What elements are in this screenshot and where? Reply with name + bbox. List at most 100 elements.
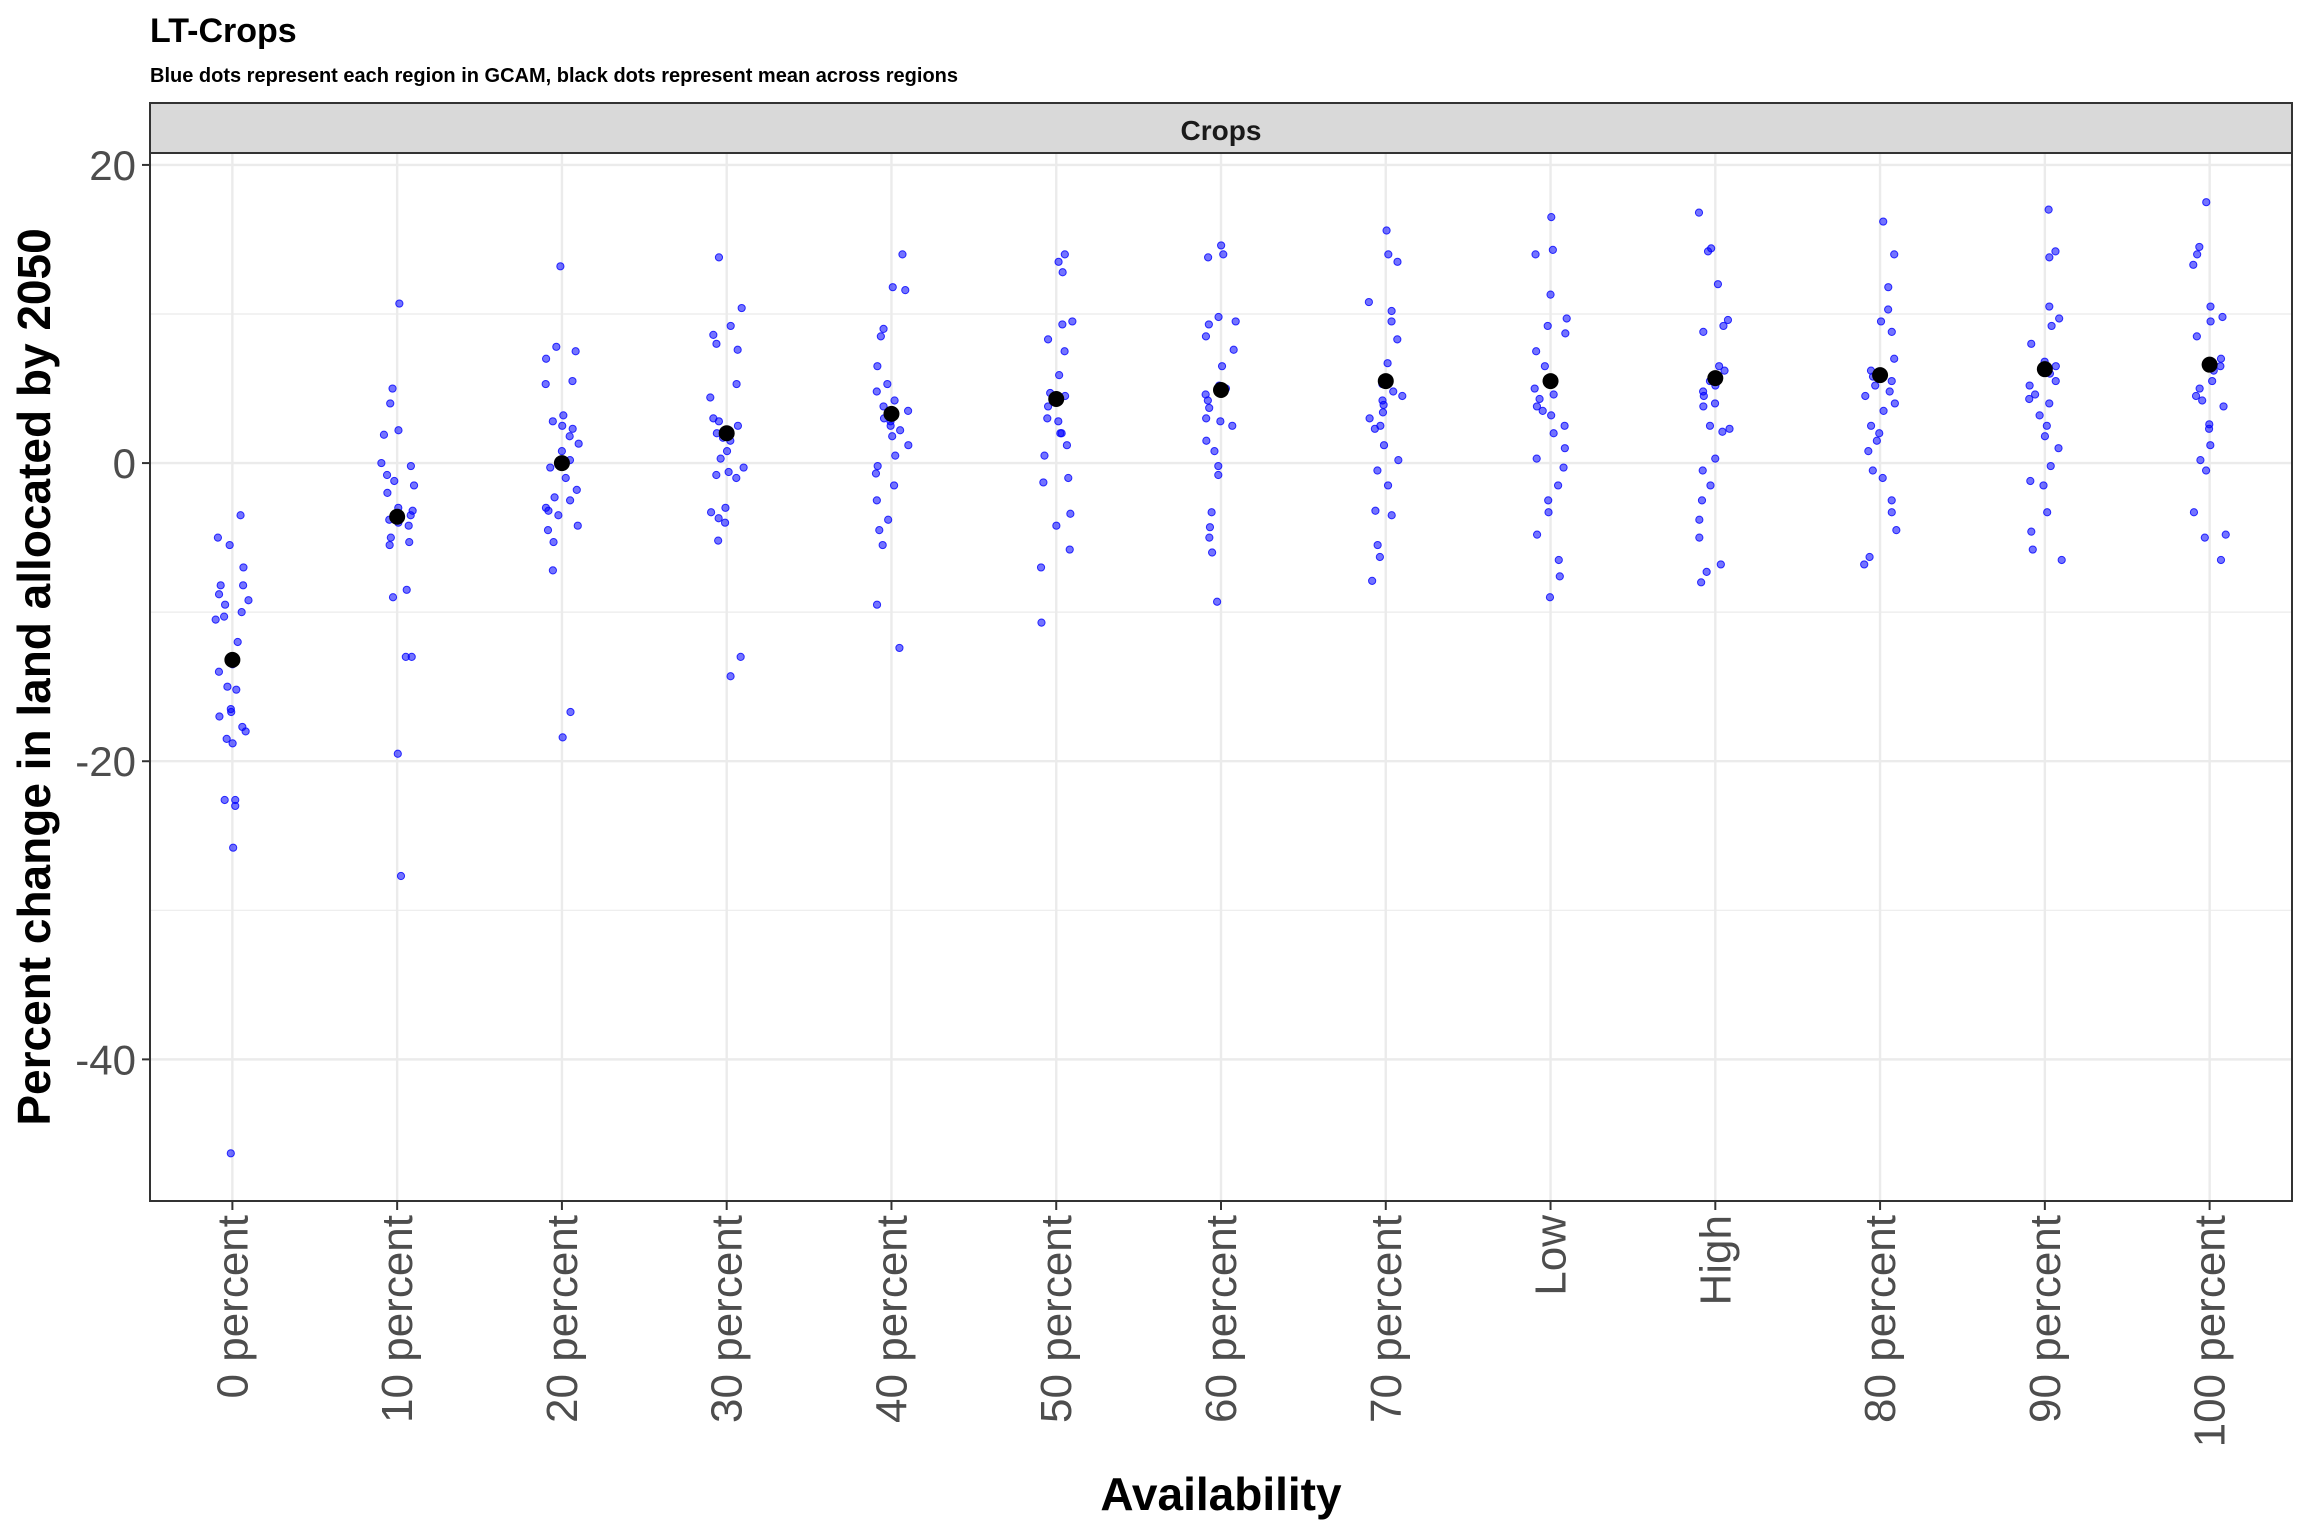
region-point	[884, 515, 893, 524]
region-point	[1723, 315, 1733, 325]
region-point	[572, 485, 581, 495]
region-point	[1719, 321, 1728, 331]
region-point	[706, 393, 715, 402]
region-point	[714, 514, 723, 523]
x-tick-label: 30 percent	[703, 1215, 752, 1423]
region-point	[1698, 466, 1707, 475]
region-point	[732, 473, 741, 483]
region-point	[2051, 247, 2060, 256]
region-point	[1559, 463, 1568, 472]
region-point	[709, 330, 718, 339]
region-point	[2202, 198, 2211, 207]
region-point	[1540, 362, 1549, 371]
region-point	[1887, 496, 1896, 505]
region-point	[1887, 376, 1896, 386]
region-point	[385, 540, 394, 550]
region-point	[214, 667, 224, 676]
region-point	[904, 441, 913, 450]
x-tick-label: 10 percent	[373, 1215, 422, 1423]
mean-point	[553, 455, 570, 472]
region-point	[903, 406, 913, 416]
region-point	[1205, 533, 1214, 542]
region-point	[1890, 354, 1899, 363]
region-point	[1530, 384, 1539, 393]
region-point	[557, 447, 566, 456]
region-point	[1879, 217, 1888, 226]
region-point	[1387, 317, 1396, 326]
region-point	[2189, 260, 2198, 269]
mean-point	[1872, 367, 1889, 384]
region-point	[548, 566, 557, 575]
region-point	[1544, 508, 1553, 517]
region-point	[1703, 247, 1713, 256]
region-point	[1720, 366, 1729, 375]
region-point	[1560, 444, 1569, 453]
region-point	[1547, 411, 1556, 420]
region-point	[739, 463, 748, 472]
region-point	[241, 727, 250, 736]
region-point	[714, 536, 723, 545]
region-point	[736, 652, 745, 661]
region-point	[1713, 280, 1723, 289]
region-point	[225, 540, 234, 550]
region-point	[2200, 533, 2209, 542]
region-point	[1214, 312, 1223, 322]
region-point	[215, 712, 224, 721]
region-point	[1549, 429, 1558, 438]
region-point	[548, 417, 557, 426]
region-point	[1384, 250, 1393, 259]
region-point	[565, 496, 575, 505]
region-point	[554, 511, 563, 520]
region-point	[737, 303, 746, 313]
region-point	[2028, 545, 2037, 554]
region-point	[558, 733, 567, 742]
region-point	[541, 379, 550, 389]
region-point	[871, 469, 881, 478]
region-point	[383, 488, 392, 497]
region-point	[390, 476, 399, 486]
region-point	[2040, 432, 2050, 441]
x-axis-title: Availability	[1100, 1468, 1342, 1520]
region-point	[875, 526, 884, 535]
region-point	[565, 432, 574, 441]
region-point	[721, 503, 730, 512]
region-point	[876, 332, 885, 341]
region-point	[1710, 399, 1720, 408]
region-point	[1871, 381, 1880, 390]
region-point	[2035, 411, 2044, 420]
region-point	[2043, 508, 2052, 517]
region-point	[720, 518, 730, 527]
region-point	[239, 563, 248, 572]
region-point	[1890, 250, 1899, 259]
region-point	[1054, 257, 1063, 266]
region-point	[879, 324, 888, 334]
region-point	[898, 250, 907, 259]
region-point	[1040, 451, 1049, 460]
mean-point	[883, 405, 900, 422]
x-axis: 0 percent 10 percent 20 percent 30 percent 4…	[208, 1201, 2235, 1447]
region-point	[1375, 552, 1384, 562]
region-point	[407, 652, 416, 661]
region-point	[2055, 314, 2064, 323]
region-point	[1879, 406, 1888, 416]
region-point	[1229, 345, 1238, 354]
region-point	[1207, 508, 1216, 517]
region-point	[216, 581, 225, 590]
y-axis: 20 0 -20 -40	[75, 142, 150, 1083]
region-point	[726, 321, 735, 331]
region-point	[1217, 362, 1227, 371]
region-point	[1876, 317, 1886, 326]
region-point	[1058, 320, 1067, 329]
region-point	[1214, 461, 1223, 471]
region-point	[1861, 391, 1870, 401]
region-point	[386, 399, 395, 408]
mean-points	[224, 356, 2218, 668]
region-point	[1205, 403, 1214, 413]
region-point	[726, 672, 735, 681]
region-point	[733, 345, 742, 354]
region-point	[1548, 245, 1557, 254]
region-point	[1711, 454, 1720, 463]
region-point	[1370, 424, 1379, 433]
region-point	[1202, 436, 1211, 445]
